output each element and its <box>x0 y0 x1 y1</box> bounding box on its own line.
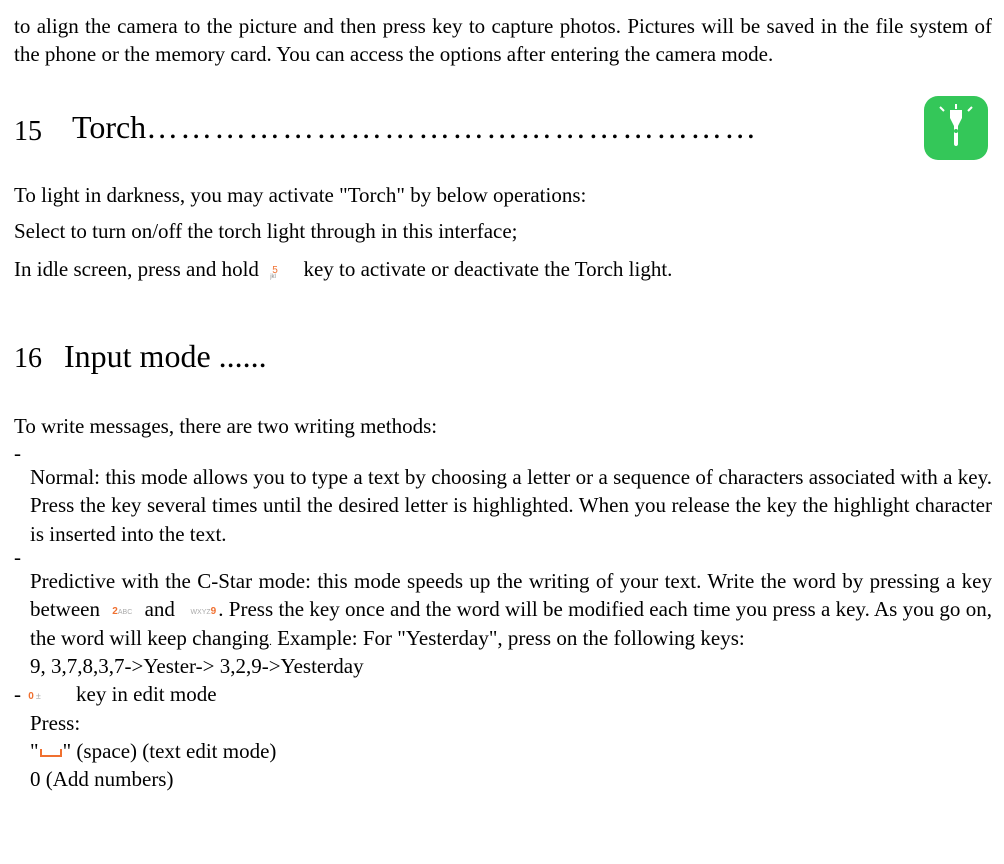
torch-line-3-post: key to activate or deactivate the Torch … <box>303 257 672 281</box>
key-2-icon: 2ABC <box>107 605 137 619</box>
key-0-icon: 0± <box>28 690 58 704</box>
key-0-line: - 0± key in edit mode <box>14 680 992 708</box>
section-15-title-text: Torch <box>72 109 146 145</box>
section-15-dots: ……………………………………………… <box>146 109 758 145</box>
press-label: Press: <box>14 709 992 737</box>
camera-intro-paragraph: to align the camera to the picture and t… <box>14 12 992 69</box>
zero-line: 0 (Add numbers) <box>14 765 992 793</box>
space-quote-open: " <box>30 739 39 763</box>
key-0-text: key in edit mode <box>71 682 217 706</box>
section-15-header: 15 Torch……………………………………………… <box>14 91 992 165</box>
space-key-icon <box>40 749 62 757</box>
key-5-icon <box>266 265 296 279</box>
key-sequence: 9, 3,7,8,3,7->Yester-> 3,2,9->Yesterday <box>14 652 992 680</box>
space-line: " " (space) (text edit mode) <box>14 737 992 765</box>
torch-line-1: To light in darkness, you may activate "… <box>14 181 992 209</box>
torch-line-3-pre: In idle screen, press and hold <box>14 257 264 281</box>
space-line-post: " (space) (text edit mode) <box>63 739 277 763</box>
dash-3: - <box>14 682 26 706</box>
torch-line-2: Select to turn on/off the torch light th… <box>14 217 992 245</box>
section-15-title: Torch……………………………………………… <box>72 106 758 149</box>
torch-icon <box>924 96 988 160</box>
predictive-mode-paragraph: Predictive with the C-Star mode: this mo… <box>14 567 992 652</box>
section-15-number: 15 <box>14 105 42 151</box>
section-16-title: Input mode ...... <box>64 335 267 378</box>
torch-line-3: In idle screen, press and hold key to ac… <box>14 255 992 283</box>
dash-2: - <box>14 548 992 567</box>
predictive-mid: and <box>139 597 180 621</box>
section-16-number: 16 <box>14 332 42 378</box>
key-9-icon: WXYZ9 <box>182 605 216 619</box>
predictive-post2: Example: For "Yesterday", press on the f… <box>272 626 745 650</box>
input-mode-intro: To write messages, there are two writing… <box>14 412 992 440</box>
section-16-header: 16 Input mode ...... <box>14 332 992 378</box>
dash-1: - <box>14 444 992 463</box>
normal-mode-paragraph: Normal: this mode allows you to type a t… <box>14 463 992 548</box>
